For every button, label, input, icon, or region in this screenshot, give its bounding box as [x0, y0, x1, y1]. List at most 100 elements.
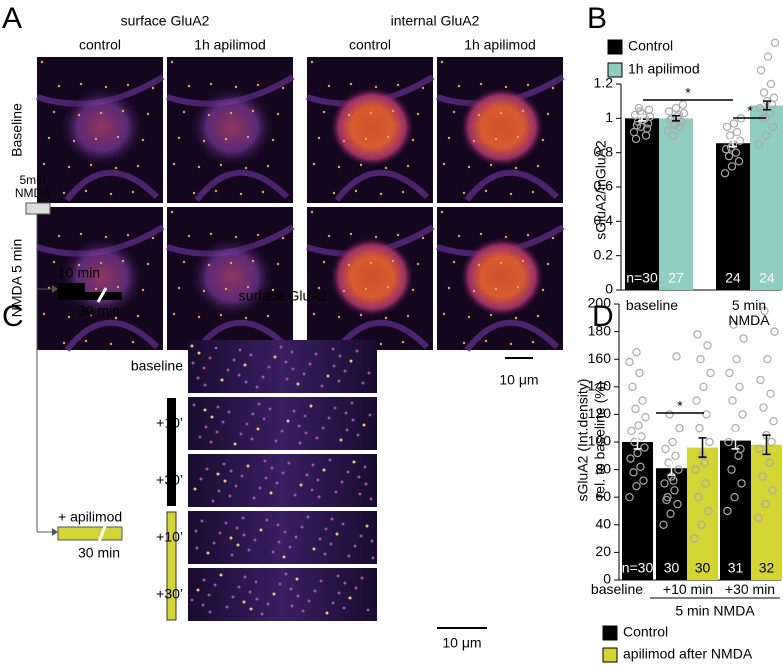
puncta — [57, 84, 61, 88]
puncta — [52, 110, 56, 114]
puncta — [484, 339, 488, 343]
puncta — [227, 410, 231, 414]
puncta — [47, 136, 51, 140]
puncta — [318, 537, 322, 541]
puncta — [514, 166, 518, 170]
puncta — [288, 545, 292, 549]
puncta — [271, 138, 275, 142]
puncta — [240, 474, 244, 478]
puncta — [211, 499, 215, 503]
puncta — [440, 210, 444, 214]
data-point — [770, 38, 780, 48]
data-point — [727, 162, 737, 171]
y-tick-label: 1.2 — [594, 75, 614, 91]
puncta — [84, 339, 88, 343]
data-point — [700, 458, 709, 467]
legend-label: 1h apilimod — [628, 61, 700, 77]
puncta — [274, 439, 278, 443]
puncta — [251, 259, 255, 263]
scale-label: 10 μm — [499, 372, 538, 388]
puncta — [216, 472, 220, 476]
puncta — [342, 139, 346, 143]
strip-title: surface GluA2 — [239, 288, 328, 304]
data-point — [766, 79, 776, 89]
puncta — [228, 494, 232, 498]
n-label: 24 — [759, 270, 775, 286]
puncta — [401, 340, 405, 344]
puncta — [291, 367, 295, 371]
puncta — [324, 527, 328, 531]
puncta — [256, 427, 260, 431]
data-point — [634, 103, 644, 113]
strip-label: baseline — [131, 358, 183, 374]
puncta — [327, 234, 331, 238]
puncta — [344, 411, 348, 415]
y-tick-label: 0.4 — [594, 212, 614, 228]
puncta — [489, 313, 493, 317]
puncta — [416, 262, 420, 266]
data-point — [761, 499, 770, 509]
data-point — [769, 417, 778, 426]
strip-image — [188, 397, 377, 450]
puncta — [203, 383, 207, 387]
puncta — [467, 315, 471, 319]
error-bar — [638, 115, 646, 122]
protocol-drug — [57, 526, 123, 541]
puncta — [341, 522, 345, 526]
puncta — [300, 525, 304, 529]
puncta — [293, 493, 297, 497]
puncta — [472, 139, 476, 143]
data-point — [638, 396, 647, 405]
data-point — [734, 157, 744, 166]
data-point — [626, 454, 635, 463]
puncta — [301, 609, 305, 613]
y-tick-label: 100 — [588, 433, 612, 449]
puncta — [233, 442, 237, 446]
bar — [659, 118, 693, 290]
puncta — [239, 432, 243, 436]
puncta — [349, 82, 353, 86]
puncta — [396, 83, 400, 87]
puncta — [514, 316, 518, 320]
puncta — [351, 418, 355, 422]
data-point — [765, 458, 774, 467]
puncta — [256, 233, 260, 237]
puncta — [104, 85, 108, 89]
puncta — [229, 111, 233, 115]
puncta — [330, 517, 334, 521]
column-group: internal GluA2 — [391, 13, 480, 29]
puncta — [229, 261, 233, 265]
legend-label: Control — [623, 624, 668, 640]
puncta — [521, 259, 525, 263]
puncta — [237, 373, 241, 377]
puncta — [406, 314, 410, 318]
puncta — [371, 556, 375, 560]
data-point — [738, 410, 747, 419]
puncta — [347, 554, 351, 558]
data-point — [625, 493, 634, 502]
x-tick-label: baseline — [590, 581, 644, 597]
data-point — [768, 486, 777, 495]
data-point — [768, 122, 778, 132]
puncta — [442, 312, 446, 316]
puncta — [304, 431, 308, 435]
puncta — [294, 535, 298, 539]
legend-swatch — [602, 625, 618, 641]
puncta — [307, 599, 311, 603]
puncta — [273, 355, 277, 359]
soma — [190, 87, 274, 167]
puncta — [170, 210, 174, 214]
puncta — [342, 289, 346, 293]
puncta — [212, 541, 216, 545]
puncta — [214, 346, 218, 350]
y-tick-label: 0 — [605, 281, 613, 297]
puncta — [259, 528, 263, 532]
puncta — [131, 190, 135, 194]
puncta — [219, 163, 223, 167]
strip-image — [188, 568, 377, 621]
puncta — [200, 519, 204, 523]
data-point — [756, 375, 765, 385]
data-point — [632, 348, 641, 357]
legend-label: apilimod after NMDA — [623, 646, 753, 662]
legend-swatch — [602, 647, 618, 663]
